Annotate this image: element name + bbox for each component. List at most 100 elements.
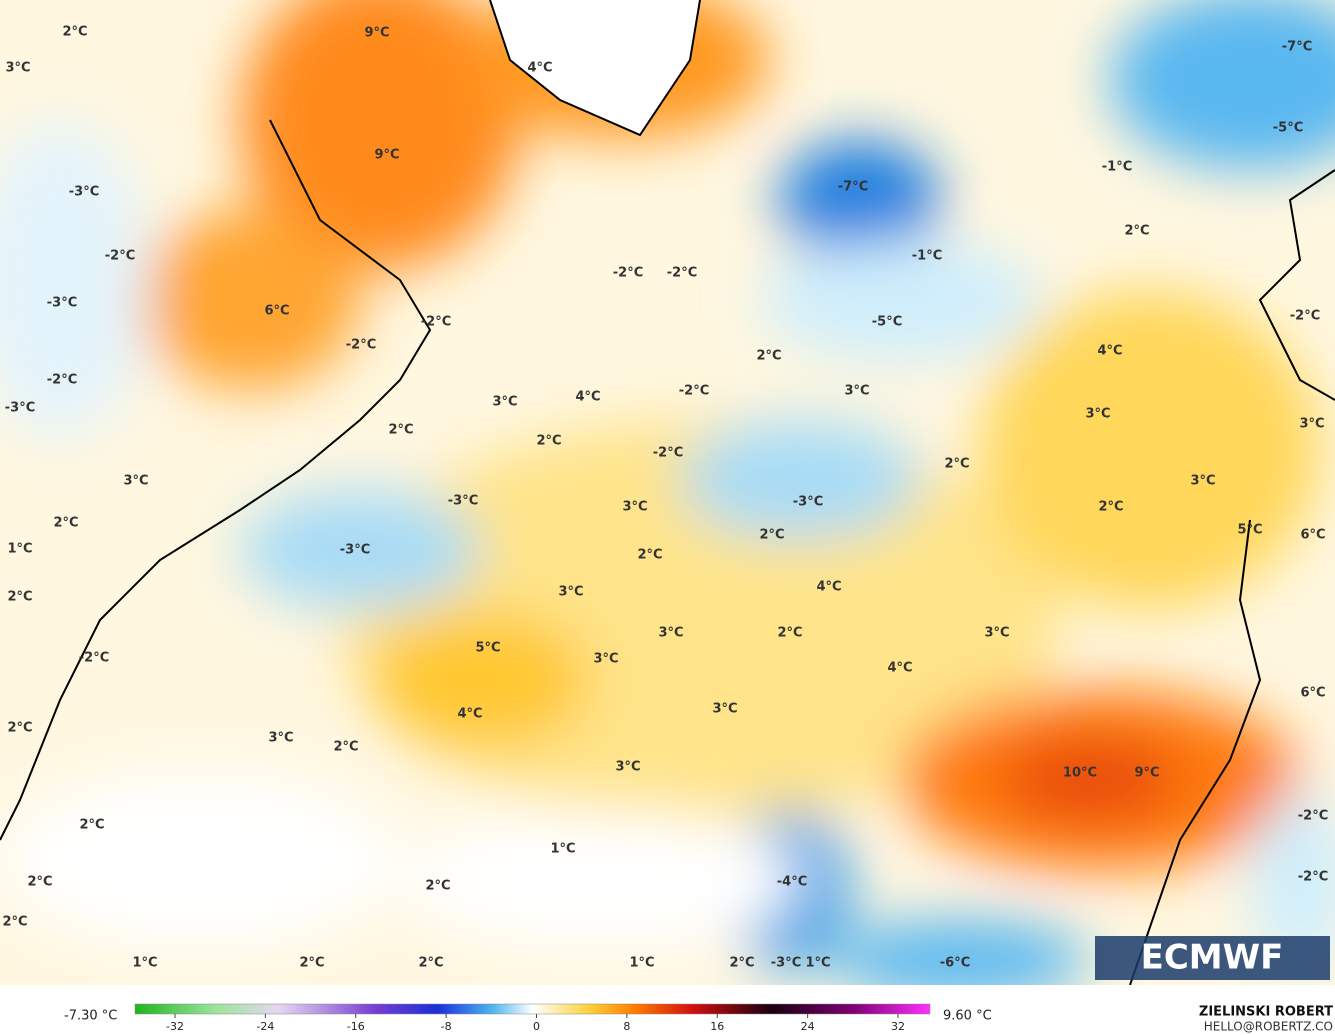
temp-label: -2°C (653, 446, 683, 461)
temp-label: 4°C (887, 661, 912, 676)
temp-label: 1°C (805, 956, 830, 971)
temp-label: 2°C (425, 879, 450, 894)
legend-max: 9.60 °C (943, 1009, 992, 1024)
greenland-coast (489, 0, 701, 137)
temp-label: -3°C (448, 494, 478, 509)
temp-label: -2°C (679, 384, 709, 399)
temp-label: 6°C (264, 304, 289, 319)
temp-label: 2°C (62, 25, 87, 40)
temp-label: -7°C (1282, 40, 1312, 55)
colorbar-tick-label: 16 (710, 1020, 724, 1033)
temp-label: -2°C (421, 315, 451, 330)
logo-box (1095, 936, 1330, 980)
temp-label: 4°C (1097, 344, 1122, 359)
temp-label: 2°C (756, 349, 781, 364)
temp-label: -4°C (777, 875, 807, 890)
temp-label: 1°C (550, 842, 575, 857)
temp-label: -2°C (346, 338, 376, 353)
temp-label: -2°C (47, 373, 77, 388)
temp-label: 3°C (123, 474, 148, 489)
temp-label: 2°C (27, 875, 52, 890)
temp-label: -2°C (79, 651, 109, 666)
temp-label: -5°C (872, 315, 902, 330)
colorbar-tick-label: -16 (347, 1020, 365, 1033)
credit-email: HELLO@ROBERTZ.CO (1204, 1020, 1333, 1034)
colorbar-ticks: -32 -24 -16 -8 0 8 16 24 32 (166, 1014, 905, 1033)
temp-label: 2°C (536, 434, 561, 449)
temp-label: 1°C (629, 956, 654, 971)
temp-label: 3°C (615, 760, 640, 775)
temp-label: 2°C (944, 457, 969, 472)
temp-label: 3°C (593, 652, 618, 667)
temp-label: -6°C (940, 956, 970, 971)
temp-label: -2°C (667, 266, 697, 281)
temp-label: 9°C (364, 26, 389, 41)
temp-label: 4°C (575, 390, 600, 405)
temp-label: 3°C (1085, 407, 1110, 422)
logo: ECMWF (1141, 938, 1284, 978)
temp-label: 3°C (622, 500, 647, 515)
temp-label: 4°C (457, 707, 482, 722)
temp-label: 9°C (374, 148, 399, 163)
temp-label: 2°C (79, 818, 104, 833)
temp-label: 9°C (1134, 766, 1159, 781)
temp-label: 5°C (475, 641, 500, 656)
temp-label: 10°C (1063, 766, 1097, 781)
map-field (0, 0, 1335, 985)
legend-min: -7.30 °C (64, 1009, 117, 1024)
colorbar-tick-label: 0 (533, 1020, 540, 1033)
temp-label: 2°C (53, 516, 78, 531)
temp-label: 2°C (388, 423, 413, 438)
colorbar-tick-label: 32 (891, 1020, 905, 1033)
temp-label: 2°C (637, 548, 662, 563)
temp-label: 3°C (558, 585, 583, 600)
temp-label: 2°C (1098, 500, 1123, 515)
temp-label: -3°C (47, 296, 77, 311)
colorbar-tick-label: -32 (166, 1020, 184, 1033)
temp-label: 1°C (132, 956, 157, 971)
temp-label: 3°C (712, 702, 737, 717)
temp-label: -3°C (340, 543, 370, 558)
colorbar-tick-label: -24 (256, 1020, 274, 1033)
temp-label: 6°C (1300, 686, 1325, 701)
temp-label: 6°C (1300, 528, 1325, 543)
temp-label: -3°C (5, 401, 35, 416)
temp-label: 2°C (7, 590, 32, 605)
temp-label: 3°C (268, 731, 293, 746)
temp-label: -5°C (1273, 121, 1303, 136)
temp-label: 2°C (759, 528, 784, 543)
temp-label: 2°C (333, 740, 358, 755)
temp-label: -3°C (771, 956, 801, 971)
colorbar-tick-label: 8 (623, 1020, 630, 1033)
temp-label: 3°C (492, 395, 517, 410)
north-america-coast (0, 119, 432, 841)
credit-name: ZIELINSKI ROBERT (1199, 1005, 1333, 1020)
colorbar-tick-label: -8 (441, 1020, 452, 1033)
colorbar (134, 1003, 931, 1015)
temp-label: 4°C (527, 61, 552, 76)
temp-label: 2°C (777, 626, 802, 641)
temp-label: 3°C (1190, 474, 1215, 489)
europe-africa-coast (1129, 169, 1335, 985)
temp-label: -2°C (613, 266, 643, 281)
temp-label: 3°C (1299, 417, 1324, 432)
temp-label: 5°C (1237, 523, 1262, 538)
temp-label: -1°C (1102, 160, 1132, 175)
temp-label: -3°C (69, 185, 99, 200)
temp-label: -7°C (838, 180, 868, 195)
temp-label: 2°C (418, 956, 443, 971)
temp-label: 2°C (299, 956, 324, 971)
temp-label: 3°C (844, 384, 869, 399)
temp-label: -2°C (1298, 870, 1328, 885)
temp-label: 2°C (729, 956, 754, 971)
temp-label: 4°C (816, 580, 841, 595)
temp-label: 3°C (5, 61, 30, 76)
temp-label: -2°C (105, 249, 135, 264)
temp-label: -2°C (1298, 809, 1328, 824)
temp-label: 3°C (658, 626, 683, 641)
temp-label: -1°C (912, 249, 942, 264)
temp-label: 2°C (1124, 224, 1149, 239)
temp-label: -2°C (1290, 309, 1320, 324)
